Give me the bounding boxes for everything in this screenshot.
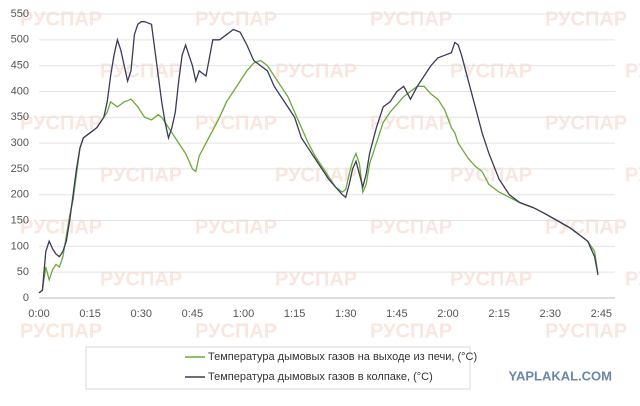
watermark: РУСПАР	[100, 164, 182, 186]
watermark: РУСПАР	[100, 268, 182, 290]
y-tick-label: 50	[17, 266, 29, 278]
x-tick-label: 0:00	[28, 308, 49, 320]
legend-box	[85, 346, 471, 390]
watermark: РУСПАР	[450, 60, 532, 82]
x-tick-label: 1:30	[335, 308, 356, 320]
y-tick-label: 250	[11, 163, 29, 175]
x-tick-label: 2:30	[540, 308, 561, 320]
x-tick-label: 0:30	[131, 308, 152, 320]
y-tick-label: 200	[11, 189, 29, 201]
watermark: РУСПАР	[625, 164, 640, 186]
watermark: РУСПАР	[370, 216, 452, 238]
watermark: РУСПАР	[195, 112, 277, 134]
watermark: РУСПАР	[275, 268, 357, 290]
y-tick-label: 550	[11, 8, 29, 20]
watermark: РУСПАР	[545, 216, 627, 238]
legend-label: Температура дымовых газов на выходе из п…	[208, 351, 477, 363]
watermark: РУСПАР	[545, 320, 627, 342]
site-watermark: YAPLAKAL.COM	[508, 368, 612, 383]
watermark: РУСПАР	[450, 164, 532, 186]
watermark: РУСПАР	[545, 112, 627, 134]
watermark: РУСПАР	[20, 216, 102, 238]
watermark: РУСПАР	[20, 112, 102, 134]
watermark: РУСПАР	[195, 216, 277, 238]
watermark: РУСПАР	[370, 320, 452, 342]
y-tick-label: 0	[23, 292, 29, 304]
series-line	[38, 21, 599, 294]
watermark: РУСПАР	[275, 60, 357, 82]
x-tick-label: 1:00	[233, 308, 254, 320]
y-tick-label: 150	[11, 214, 29, 226]
y-tick-label: 350	[11, 111, 29, 123]
watermark: РУСПАР	[370, 8, 452, 30]
x-tick-label: 0:15	[79, 308, 100, 320]
watermark: РУСПАР	[625, 60, 640, 82]
watermark: РУСПАР	[195, 320, 277, 342]
legend: Температура дымовых газов на выходе из п…	[185, 351, 477, 383]
x-tick-label: 2:00	[437, 308, 458, 320]
watermark: РУСПАР	[545, 8, 627, 30]
watermark: РУСПАР	[20, 320, 102, 342]
y-tick-label: 100	[11, 240, 29, 252]
x-tick-label: 0:45	[182, 308, 203, 320]
series-line	[38, 59, 599, 294]
x-tick-label: 2:15	[488, 308, 509, 320]
y-tick-label: 450	[11, 60, 29, 72]
y-tick-label: 300	[11, 137, 29, 149]
watermark: РУСПАР	[195, 8, 277, 30]
watermark: РУСПАР	[450, 268, 532, 290]
y-tick-label: 400	[11, 85, 29, 97]
x-tick-label: 1:45	[386, 308, 407, 320]
watermarks: РУСПАР РУСПАР РУСПАР РУСПАР РУСПАР РУСПАР РУСП…	[20, 8, 640, 342]
watermark: РУСПАР	[275, 164, 357, 186]
watermark: РУСПАР	[370, 112, 452, 134]
grid: 0 50 100 150 200 250 300 350 400 450 500 550 0:00 0:1…	[11, 8, 615, 320]
x-tick-label: 2:45	[591, 308, 612, 320]
lines	[38, 21, 599, 294]
watermark: РУСПАР	[20, 8, 102, 30]
watermark: РУСПАР	[625, 268, 640, 290]
y-tick-label: 500	[11, 34, 29, 46]
x-tick-label: 1:15	[284, 308, 305, 320]
legend-label: Температура дымовых газов в колпаке, (°C…	[208, 371, 433, 383]
